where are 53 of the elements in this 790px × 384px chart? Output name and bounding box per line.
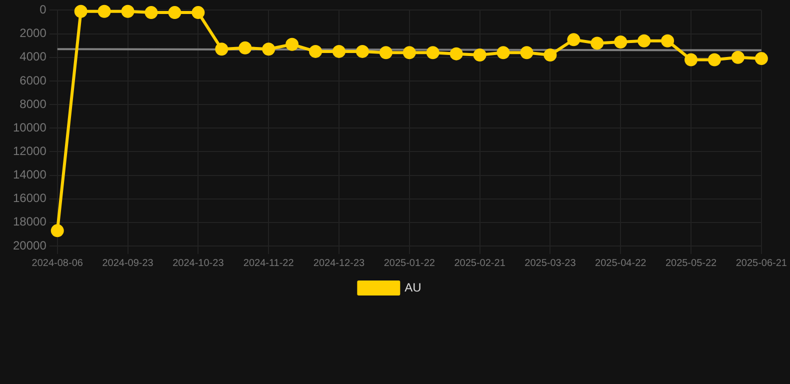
point bbox=[379, 46, 392, 60]
y-tick-label: 20000 bbox=[12, 238, 47, 252]
x-tick-label: 2025-04-22 bbox=[595, 258, 647, 269]
point bbox=[215, 42, 228, 56]
y-tick-label: 8000 bbox=[20, 96, 47, 111]
x-tick-label: 2025-06-21 bbox=[736, 258, 788, 269]
x-tick-label: 2025-02-21 bbox=[454, 258, 506, 269]
point bbox=[74, 4, 88, 18]
x-tick-label: 2025-05-22 bbox=[665, 258, 718, 269]
point bbox=[450, 47, 463, 60]
y-tick-label: 16000 bbox=[12, 191, 47, 206]
point bbox=[309, 44, 322, 58]
point bbox=[402, 46, 416, 60]
point bbox=[426, 46, 440, 60]
y-tick-label: 4000 bbox=[20, 50, 47, 64]
y-tick-label: 0 bbox=[40, 2, 47, 17]
point bbox=[332, 44, 346, 58]
y-tick-label: 2000 bbox=[20, 26, 47, 40]
point bbox=[121, 4, 134, 18]
point bbox=[661, 34, 674, 48]
point bbox=[708, 53, 721, 66]
point bbox=[98, 4, 111, 18]
point bbox=[192, 6, 205, 20]
x-tick-label: 2024-09-23 bbox=[102, 258, 154, 269]
x-tick-label: 2025-01-22 bbox=[384, 258, 436, 269]
y-tick-label: 14000 bbox=[12, 168, 47, 182]
point bbox=[590, 36, 604, 50]
x-tick-label: 2024-11-22 bbox=[243, 258, 294, 269]
point bbox=[168, 6, 182, 20]
point bbox=[238, 41, 252, 54]
point bbox=[286, 38, 299, 51]
point bbox=[754, 52, 768, 66]
point bbox=[262, 42, 276, 56]
point bbox=[567, 33, 580, 46]
point bbox=[731, 50, 744, 64]
x-tick-label: 2025-03-23 bbox=[524, 258, 576, 269]
point bbox=[144, 6, 158, 20]
point bbox=[520, 46, 534, 60]
y-tick-label: 18000 bbox=[12, 214, 47, 229]
point bbox=[496, 46, 510, 60]
point bbox=[356, 44, 369, 58]
point bbox=[614, 36, 628, 49]
point bbox=[473, 48, 486, 62]
point bbox=[684, 53, 698, 66]
y-tick-label: 6000 bbox=[20, 73, 47, 88]
point bbox=[544, 48, 557, 62]
x-tick-label: 2024-12-23 bbox=[313, 258, 366, 269]
point bbox=[638, 34, 651, 48]
x-tick-label: 2024-10-23 bbox=[172, 258, 224, 269]
y-tick-label: 12000 bbox=[12, 144, 47, 158]
y-tick-label: 10000 bbox=[12, 120, 47, 134]
x-tick-label: 2024-08-06 bbox=[32, 258, 84, 269]
legend-label: AU bbox=[404, 280, 422, 294]
